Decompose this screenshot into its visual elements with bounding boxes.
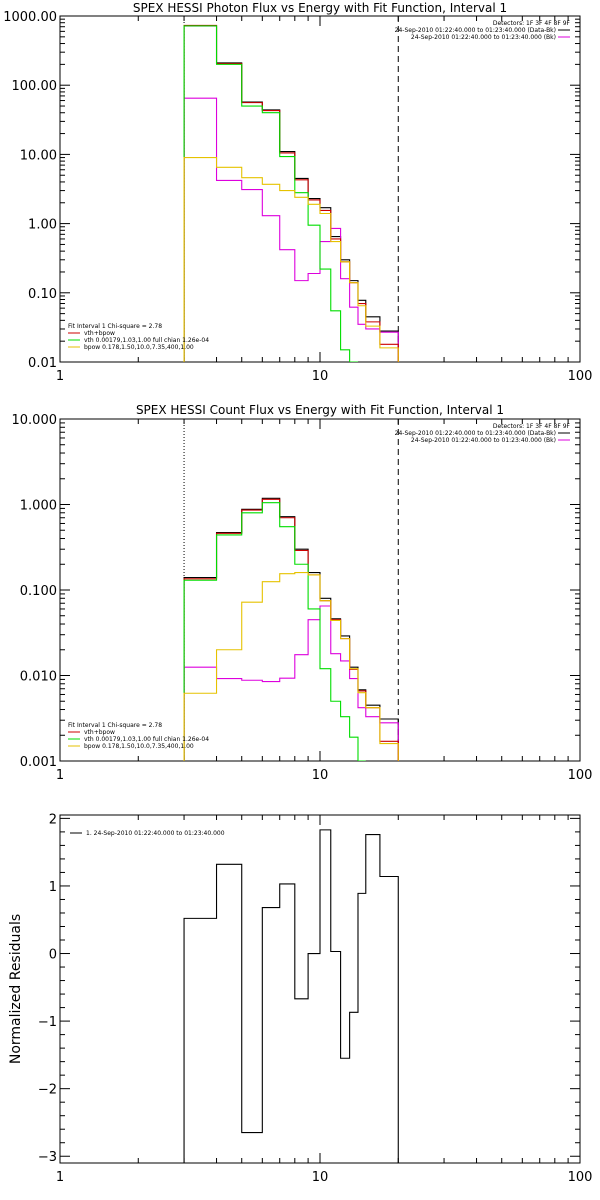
legend-label: bpow 0.178,1.50,10.0,7.35,400,1.00 [84,743,194,750]
header-line: Detectors: 1F 3F 4F 8F 9F [493,20,571,27]
y-tick-label: 0.01 [28,356,57,371]
legend-label: vth 0.00179,1.03,1.00 full chian 1.26e-0… [84,736,209,743]
x-tick-label: 100 [568,768,593,783]
x-tick-label: 10 [312,768,329,783]
x-tick-label: 100 [568,1170,593,1185]
y-tick-label: 1 [49,880,57,895]
legend-label: 1. 24-Sep-2010 01:22:40.000 to 01:23:40.… [86,830,225,837]
x-tick-label: 1 [56,768,64,783]
y-tick-label: 0 [49,948,57,963]
series-bpow [183,157,399,362]
y-tick-label: 0.010 [20,670,57,685]
header-line: Detectors: 1F 3F 4F 8F 9F [493,423,571,430]
y-tick-label: 10.00 [20,148,57,163]
legend-label: vth 0.00179,1.03,1.00 full chian 1.26e-0… [84,337,209,344]
y-tick-label: 0.10 [28,287,57,302]
panel-residuals: 1 10 100 −3 −2 −1 0 1 2 Normalized Residuals 1. 24… [8,812,592,1185]
header-line: 24-Sep-2010 01:22:40.000 to 01:23:40.000… [411,437,556,444]
legend-label: bpow 0.178,1.50,10.0,7.35,400,1.00 [84,344,194,351]
x-tick-label: 1 [56,1170,64,1185]
y-tick-label: 1.00 [28,218,57,233]
legend-title: Fit Interval 1 Chi-square = 2.78 [68,722,162,729]
y-tick-label: 0.100 [20,584,57,599]
panel-photon-flux: SPEX HESSI Photon Flux vs Energy with Fi… [3,1,592,384]
chart-title: SPEX HESSI Count Flux vs Energy with Fit… [136,403,504,417]
series-vth [183,502,366,761]
y-tick-label: 100.00 [12,79,58,94]
y-tick-label: 2 [49,812,57,827]
plot-frame [59,15,581,363]
y-tick-label: 10.000 [12,413,58,428]
y-axis-label: Normalized Residuals [8,914,24,1064]
legend-title: Fit Interval 1 Chi-square = 2.78 [68,323,162,330]
series-1-24-sep-2010-01-22-40-000-to-01-23-40-000 [183,829,399,1163]
chart-title: SPEX HESSI Photon Flux vs Energy with Fi… [133,1,507,15]
legend-label: vth+bpow [84,330,115,337]
y-tick-label: 1.000 [20,499,57,514]
header-line: 24-Sep-2010 01:22:40.000 to 01:23:40.000… [395,27,556,34]
y-tick-label: 1000.00 [3,10,57,25]
series-vth [183,25,358,362]
series-bpow [183,571,399,761]
y-tick-label: −3 [38,1150,57,1165]
legend-label: vth+bpow [84,729,115,736]
x-tick-label: 100 [568,369,593,384]
header-line: 24-Sep-2010 01:22:40.000 to 01:23:40.000… [395,430,556,437]
panel-count-flux: SPEX HESSI Count Flux vs Energy with Fit… [12,403,593,783]
y-tick-label: −1 [38,1015,57,1030]
x-tick-label: 1 [56,369,64,384]
x-tick-label: 10 [312,1170,329,1185]
header-line: 24-Sep-2010 01:22:40.000 to 01:23:40.000… [411,34,556,41]
y-tick-label: −2 [38,1083,57,1098]
x-tick-label: 10 [312,369,329,384]
y-tick-label: 0.001 [20,755,57,770]
